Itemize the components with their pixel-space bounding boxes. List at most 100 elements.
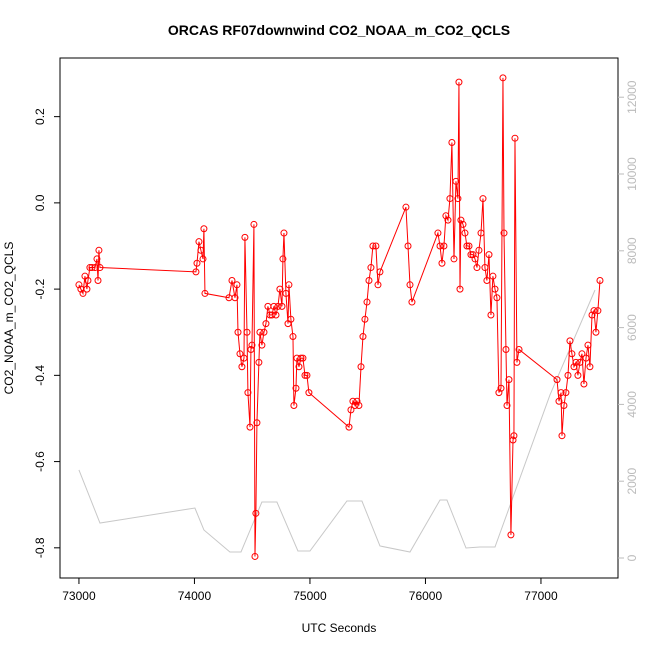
data-point <box>347 406 355 414</box>
data-point <box>88 264 96 272</box>
data-point <box>510 432 518 440</box>
series-line <box>78 289 596 553</box>
data-point <box>481 264 489 272</box>
data-point <box>252 509 260 517</box>
plot-frame <box>59 57 619 579</box>
x-tick-label: 74000 <box>178 589 212 603</box>
data-point <box>404 242 412 250</box>
data-point <box>240 354 248 362</box>
data-point <box>91 264 99 272</box>
data-point <box>93 255 101 263</box>
data-point <box>83 285 91 293</box>
data-point <box>355 402 363 410</box>
data-point <box>258 341 266 349</box>
chart-title: ORCAS RF07downwind CO2_NOAA_m_CO2_QCLS <box>168 22 510 38</box>
data-point <box>502 345 510 353</box>
data-point <box>555 397 563 405</box>
data-point <box>193 259 201 267</box>
data-point <box>282 289 290 297</box>
data-point <box>448 139 456 147</box>
data-point <box>247 345 255 353</box>
y2-tick-label: 12000 <box>625 80 639 114</box>
data-point <box>253 419 261 427</box>
data-point <box>454 195 462 203</box>
data-point <box>96 264 104 272</box>
data-point <box>495 389 503 397</box>
data-point <box>566 337 574 345</box>
data-point <box>274 302 282 310</box>
data-point <box>290 402 298 410</box>
data-point <box>241 233 249 241</box>
data-point <box>260 328 268 336</box>
data-point <box>509 436 517 444</box>
data-point <box>250 220 258 228</box>
data-point <box>503 402 511 410</box>
x-tick-label: 75000 <box>293 589 327 603</box>
data-point <box>477 229 485 237</box>
data-point <box>86 264 94 272</box>
data-point <box>557 389 565 397</box>
data-point <box>463 242 471 250</box>
data-point <box>471 255 479 263</box>
data-point <box>289 333 297 341</box>
y-tick-label: 0.2 <box>33 108 47 125</box>
y-axis-label: CO2_NOAA_m_CO2_QCLS <box>2 242 16 395</box>
data-point <box>570 363 578 371</box>
data-point <box>256 328 264 336</box>
data-point <box>450 255 458 263</box>
data-point <box>251 552 259 560</box>
data-point <box>280 229 288 237</box>
data-point <box>596 276 604 284</box>
data-point <box>297 354 305 362</box>
data-point <box>233 281 241 289</box>
data-point <box>436 242 444 250</box>
data-point <box>511 134 519 142</box>
data-point <box>576 358 584 366</box>
data-point <box>513 358 521 366</box>
data-point <box>588 311 596 319</box>
data-point <box>553 376 561 384</box>
data-point <box>438 259 446 267</box>
data-point <box>295 363 303 371</box>
data-point <box>572 358 580 366</box>
data-point <box>279 255 287 263</box>
x-axis-label: UTC Seconds <box>302 621 377 635</box>
data-point <box>489 272 497 280</box>
data-point <box>469 251 477 259</box>
data-point <box>363 298 371 306</box>
data-point <box>367 264 375 272</box>
data-point <box>248 341 256 349</box>
data-point <box>278 302 286 310</box>
y-tick-label: -0.6 <box>33 451 47 472</box>
data-point <box>351 402 359 410</box>
data-point <box>369 242 377 250</box>
data-point <box>246 423 254 431</box>
data-point <box>345 423 353 431</box>
data-point <box>440 242 448 250</box>
data-point <box>201 289 209 297</box>
data-point <box>452 177 460 185</box>
data-point <box>376 268 384 276</box>
data-point <box>197 246 205 254</box>
data-point <box>590 307 598 315</box>
data-point <box>455 78 463 86</box>
data-point <box>584 341 592 349</box>
data-point <box>564 371 572 379</box>
data-point <box>487 311 495 319</box>
data-point <box>406 281 414 289</box>
data-point <box>94 276 102 284</box>
data-point <box>374 281 382 289</box>
y2-tick-label: 0 <box>625 554 639 561</box>
data-point <box>292 384 300 392</box>
data-point <box>558 432 566 440</box>
data-point <box>456 285 464 293</box>
data-point <box>365 276 373 284</box>
y2-tick-label: 6000 <box>625 314 639 341</box>
data-point <box>568 350 576 358</box>
data-point <box>272 311 280 319</box>
data-point <box>353 397 361 405</box>
y-tick-label: -0.2 <box>33 278 47 299</box>
y2-tick-label: 10000 <box>625 157 639 191</box>
data-point <box>255 358 263 366</box>
x-tick-label: 73000 <box>62 589 96 603</box>
